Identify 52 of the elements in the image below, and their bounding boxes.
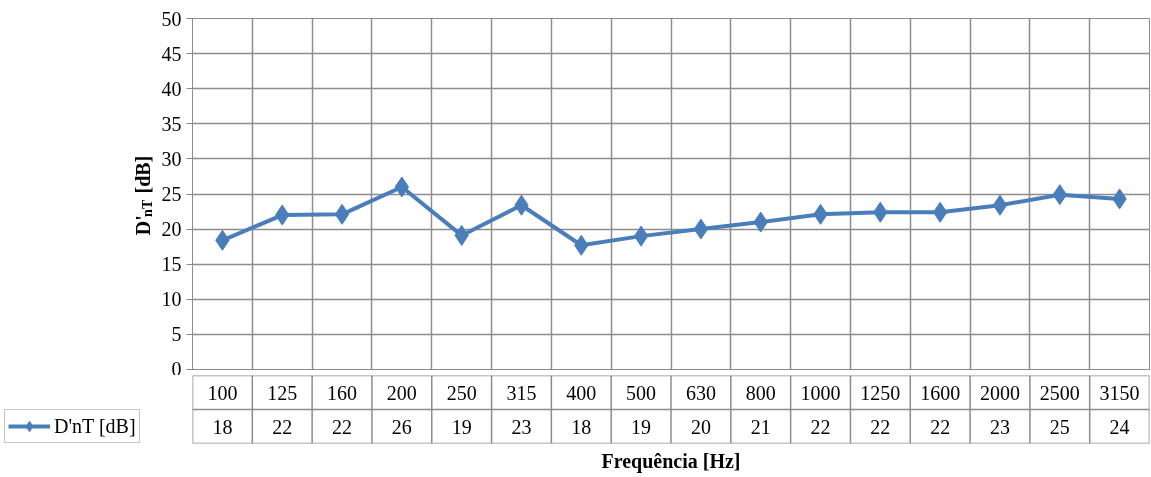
x-axis-title: Frequência [Hz] xyxy=(601,449,741,473)
x-tick-label: 1250 xyxy=(860,381,901,404)
data-label: 24 xyxy=(1109,415,1130,438)
data-label: 19 xyxy=(631,415,652,438)
x-tick-label: 125 xyxy=(267,381,298,404)
y-tick-label: 10 xyxy=(161,288,182,311)
x-tick-label: 630 xyxy=(685,381,716,404)
legend-label: D'nT [dB] xyxy=(54,413,136,439)
data-label: 19 xyxy=(451,415,472,438)
y-tick-label: 35 xyxy=(161,112,182,135)
y-tick-label: 5 xyxy=(171,323,182,346)
data-label: 22 xyxy=(810,415,831,438)
data-label: 22 xyxy=(870,415,891,438)
data-label: 18 xyxy=(571,415,592,438)
y-tick-label: 50 xyxy=(161,7,182,30)
data-label: 25 xyxy=(1049,415,1070,438)
point xyxy=(334,203,350,225)
data-label: 21 xyxy=(750,415,771,438)
data-label: 22 xyxy=(272,415,293,438)
data-label: 18 xyxy=(212,415,233,438)
x-tick-label: 250 xyxy=(446,381,477,404)
x-tick-label: 200 xyxy=(386,381,417,404)
data-label: 23 xyxy=(989,415,1010,438)
x-tick-label: 500 xyxy=(626,381,657,404)
x-tick-label: 3150 xyxy=(1099,381,1140,404)
y-tick-label: 15 xyxy=(161,253,182,276)
x-tick-label: 100 xyxy=(207,381,238,404)
point xyxy=(633,225,649,247)
x-tick-label: 2500 xyxy=(1039,381,1080,404)
data-label: 26 xyxy=(391,415,412,438)
data-label: 23 xyxy=(511,415,532,438)
data-label: 22 xyxy=(930,415,951,438)
x-tick-label: 800 xyxy=(745,381,776,404)
x-tick-label: 400 xyxy=(566,381,597,404)
point xyxy=(932,201,948,223)
y-tick-label: 40 xyxy=(161,77,182,100)
data-label: 20 xyxy=(690,415,711,438)
point xyxy=(394,176,410,198)
x-tick-label: 1600 xyxy=(920,381,961,404)
y-tick-label: 30 xyxy=(161,147,182,170)
y-tick-label: 20 xyxy=(161,218,182,241)
x-tick-label: 2000 xyxy=(979,381,1020,404)
point xyxy=(693,218,709,240)
y-tick-label: 0 xyxy=(171,357,182,380)
y-tick-label: 45 xyxy=(161,42,182,65)
x-tick-label: 160 xyxy=(327,381,358,404)
point xyxy=(992,194,1008,216)
x-tick-label: 315 xyxy=(506,381,537,404)
x-tick-label: 1000 xyxy=(800,381,841,404)
y-tick-label: 25 xyxy=(161,183,182,205)
y-axis-title: D'nT [dB] xyxy=(131,155,155,236)
data-label: 22 xyxy=(332,415,353,438)
